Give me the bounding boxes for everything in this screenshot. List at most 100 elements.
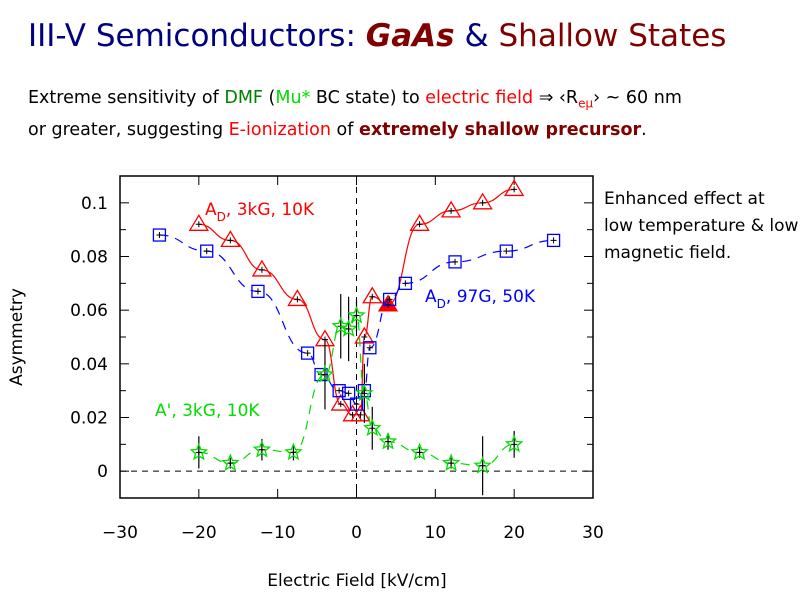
text: . <box>641 120 647 140</box>
series-label: AD, 3kG, 10K <box>205 200 315 224</box>
series-label: AD, 97G, 50K <box>425 287 536 311</box>
square-marker <box>349 397 364 411</box>
center-cross <box>290 449 297 456</box>
title-gaas: GaAs <box>365 18 455 54</box>
x-tick-label: 30 <box>582 523 604 543</box>
text-precursor: extremely shallow precursor <box>358 120 642 140</box>
star-marker <box>362 418 382 437</box>
x-tick-label: 0 <box>351 523 362 543</box>
y-axis-label: Asymmetry <box>7 288 27 386</box>
text: BC state) to <box>310 88 426 108</box>
square-marker <box>200 244 214 258</box>
center-cross <box>369 425 376 432</box>
center-cross <box>503 248 510 255</box>
center-cross <box>452 258 459 265</box>
y-tick-label: 0 <box>97 462 108 482</box>
text: or greater, suggesting <box>28 120 229 140</box>
series-1: AD, 97G, 50K <box>152 228 561 411</box>
center-cross <box>345 390 352 397</box>
title-shallow-states: Shallow States <box>498 18 727 54</box>
square-marker <box>332 384 346 398</box>
text: › ~ 60 nm <box>593 88 682 108</box>
center-cross <box>195 221 202 228</box>
triangle-marker <box>409 214 430 231</box>
x-axis-label: Electric Field [kV/cm] <box>267 571 446 591</box>
square-marker <box>499 244 513 258</box>
text-sub: eμ <box>578 96 594 111</box>
series-0: AD, 3kG, 10K <box>188 179 525 422</box>
star-marker <box>331 316 351 335</box>
triangle-marker <box>251 259 273 277</box>
square-marker <box>546 233 561 248</box>
center-cross <box>511 441 518 448</box>
text-e-ionization: E-ionization <box>228 120 331 140</box>
y-tick-label: 0.06 <box>70 301 108 321</box>
x-tick-label: −30 <box>102 523 138 543</box>
center-cross <box>361 390 368 397</box>
center-cross <box>479 462 486 469</box>
center-cross <box>156 232 163 239</box>
center-cross <box>294 296 301 303</box>
x-tick-label: 20 <box>503 523 525 543</box>
text: Extreme sensitivity of <box>28 88 225 108</box>
y-tick-label: 0.02 <box>70 409 108 429</box>
square-marker <box>382 292 397 307</box>
title-part1: III-V Semiconductors: <box>28 18 356 54</box>
star-marker <box>315 364 335 383</box>
triangle-marker <box>330 393 351 411</box>
center-cross <box>448 207 455 214</box>
star-marker <box>221 453 240 472</box>
series-curve <box>198 314 515 467</box>
center-cross <box>353 401 360 408</box>
center-cross <box>386 296 393 303</box>
text: ( <box>262 88 276 108</box>
center-cross <box>511 186 518 193</box>
star-marker <box>252 439 272 458</box>
x-tick-label: −20 <box>181 523 217 543</box>
x-tick-label: −10 <box>260 523 296 543</box>
center-cross <box>254 288 261 295</box>
star-marker <box>441 453 461 472</box>
y-tick-label: 0.04 <box>70 355 108 375</box>
series-2: A', 3kG, 10K <box>155 294 524 496</box>
square-marker <box>152 228 167 242</box>
star-marker <box>339 319 358 337</box>
center-cross <box>227 460 234 467</box>
center-cross <box>357 411 364 418</box>
text: ⇒ ‹R <box>533 88 579 108</box>
star-marker <box>410 442 429 461</box>
triangle-marker <box>504 179 525 197</box>
text-electric-field: electric field <box>425 88 534 108</box>
center-cross <box>385 438 392 445</box>
x-tick-label: 10 <box>425 523 447 543</box>
square-marker <box>300 346 315 360</box>
center-cross <box>353 312 360 319</box>
triangle-marker <box>287 289 308 307</box>
text-mu: Mu* <box>275 88 311 108</box>
square-marker <box>398 276 413 290</box>
center-cross <box>448 460 455 467</box>
center-cross <box>550 237 557 244</box>
text: of <box>330 120 359 140</box>
star-marker <box>473 456 492 474</box>
square-marker <box>363 341 377 355</box>
center-cross <box>369 293 376 300</box>
center-cross <box>195 449 202 456</box>
title-ampersand: & <box>464 18 489 54</box>
y-tick-label: 0.08 <box>70 248 108 268</box>
star-marker <box>378 431 398 450</box>
center-cross <box>227 237 234 244</box>
center-cross <box>337 401 344 408</box>
square-marker <box>448 255 462 269</box>
center-cross <box>416 449 423 456</box>
center-cross <box>304 350 311 357</box>
center-cross <box>416 221 423 228</box>
center-cross <box>203 248 210 255</box>
square-marker <box>341 386 356 401</box>
center-cross <box>361 334 368 340</box>
star-marker <box>189 442 209 461</box>
center-cross <box>366 344 373 351</box>
series-label: A', 3kG, 10K <box>155 401 260 421</box>
center-cross <box>321 371 328 378</box>
triangle-marker <box>220 230 241 248</box>
